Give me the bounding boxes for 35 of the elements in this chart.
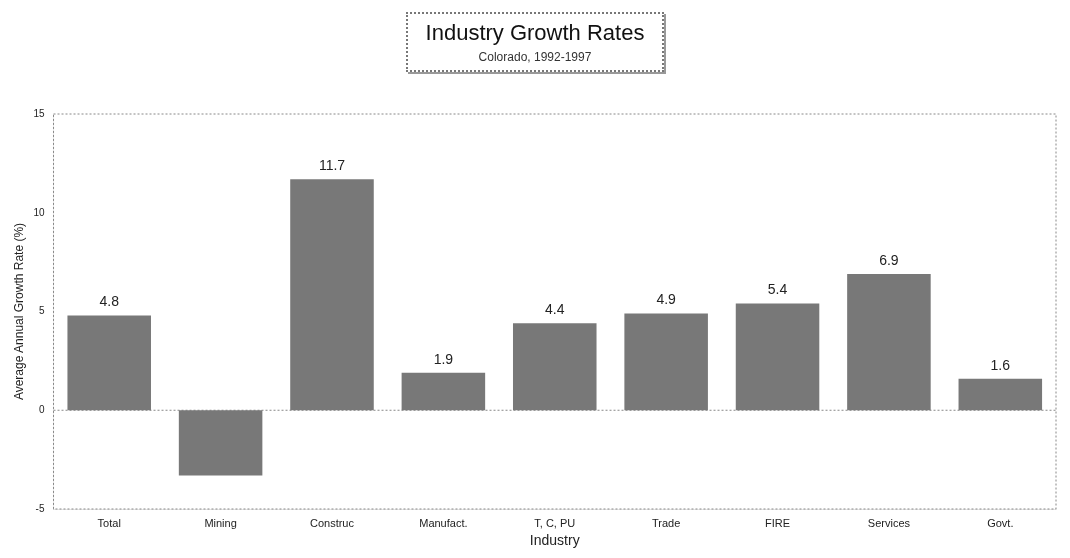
bar xyxy=(512,323,597,411)
bar xyxy=(958,378,1043,411)
x-tick-label: Services xyxy=(867,516,911,529)
x-tick-label: Mining xyxy=(204,516,237,529)
x-tick-label: Trade xyxy=(651,516,681,529)
chart-title: Industry Growth Rates xyxy=(425,20,645,46)
data-label: 6.9 xyxy=(879,251,899,268)
data-label: 4.4 xyxy=(545,301,565,318)
y-axis-title: Average Annual Growth Rate (%) xyxy=(11,222,26,401)
data-label: 1.9 xyxy=(433,350,454,367)
x-tick-label: Govt. xyxy=(987,516,1014,529)
x-tick-label: FIRE xyxy=(765,516,791,529)
data-label: 1.6 xyxy=(990,356,1011,373)
y-tick-label: -5 xyxy=(35,502,45,514)
x-tick-label: Manufact. xyxy=(419,516,468,529)
bar xyxy=(735,303,820,411)
x-tick-label: T, C, PU xyxy=(534,516,576,529)
data-label: 4.8 xyxy=(99,293,120,310)
chart-subtitle: Colorado, 1992-1997 xyxy=(477,50,593,64)
y-tick-label: 15 xyxy=(33,107,45,119)
bar xyxy=(401,372,486,411)
data-label: 5.4 xyxy=(767,281,788,298)
y-tick-label: 5 xyxy=(38,305,45,317)
bar xyxy=(847,273,931,411)
bar xyxy=(67,315,151,411)
data-label: 4.9 xyxy=(656,291,677,308)
bar xyxy=(290,179,374,411)
bar xyxy=(624,313,708,411)
data-label: 11.7 xyxy=(318,157,346,174)
x-axis-title: Industry xyxy=(529,532,580,549)
bar xyxy=(178,410,263,476)
x-tick-label: Construc xyxy=(309,516,355,529)
y-tick-label: 10 xyxy=(33,206,45,218)
x-tick-label: Total xyxy=(97,516,121,529)
y-tick-label: 0 xyxy=(38,404,45,415)
